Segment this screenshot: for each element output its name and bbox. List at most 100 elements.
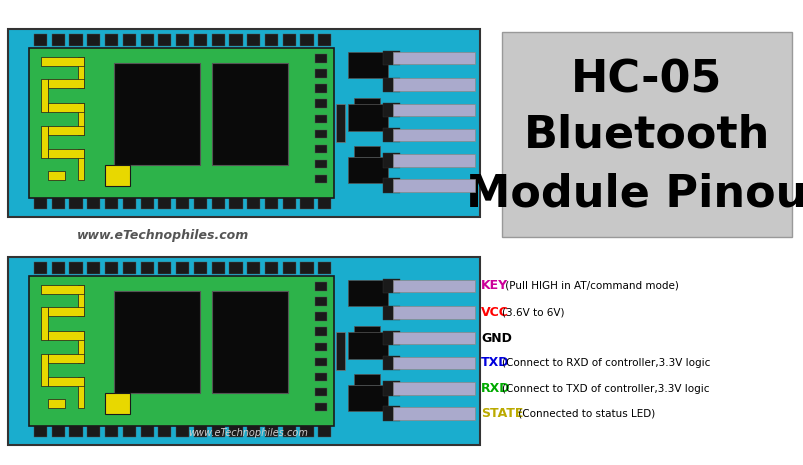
Bar <box>105 393 129 414</box>
Bar <box>141 425 153 438</box>
Bar <box>78 285 84 316</box>
Bar <box>69 262 83 274</box>
Bar <box>315 403 326 411</box>
Text: (3.6V to 6V): (3.6V to 6V) <box>501 308 564 318</box>
Bar <box>383 406 399 420</box>
Bar <box>392 382 475 395</box>
Bar <box>88 425 100 438</box>
Text: VCC: VCC <box>481 306 508 319</box>
Bar <box>315 343 326 351</box>
Text: TXD: TXD <box>481 356 509 369</box>
Bar <box>42 354 47 385</box>
Bar <box>348 157 388 183</box>
Bar <box>300 262 313 274</box>
Bar <box>105 197 118 209</box>
Bar <box>247 425 260 438</box>
Bar <box>348 332 388 359</box>
Text: Bluetooth: Bluetooth <box>524 113 769 157</box>
Bar <box>383 356 399 370</box>
Bar <box>336 104 344 142</box>
Bar <box>353 326 380 336</box>
Bar <box>318 262 331 274</box>
Bar <box>264 197 278 209</box>
Bar <box>211 262 225 274</box>
Bar <box>282 262 296 274</box>
Bar <box>34 33 47 46</box>
Bar <box>88 33 100 46</box>
Bar <box>315 159 326 168</box>
Bar <box>383 103 399 117</box>
Text: (Connected to status LED): (Connected to status LED) <box>515 409 654 418</box>
Bar <box>315 54 326 63</box>
Bar <box>300 425 313 438</box>
Bar <box>315 114 326 123</box>
Bar <box>315 358 326 366</box>
Bar <box>42 126 47 158</box>
Bar <box>69 33 83 46</box>
Bar <box>392 52 475 64</box>
Bar <box>78 332 84 363</box>
Bar <box>69 197 83 209</box>
Bar <box>8 257 479 445</box>
Bar <box>383 179 399 193</box>
Bar <box>194 425 206 438</box>
Bar <box>392 407 475 419</box>
Bar <box>51 33 65 46</box>
Bar <box>88 262 100 274</box>
Bar <box>123 425 136 438</box>
Bar <box>383 279 399 293</box>
Bar <box>34 197 47 209</box>
Text: Module Pinout: Module Pinout <box>465 173 803 215</box>
Bar <box>392 306 475 319</box>
Bar <box>123 262 136 274</box>
Bar <box>315 282 326 291</box>
Bar <box>88 197 100 209</box>
Text: www.eTechnophiles.com: www.eTechnophiles.com <box>77 228 249 241</box>
Bar <box>47 354 84 363</box>
Bar <box>315 100 326 108</box>
Bar <box>229 425 243 438</box>
Bar <box>211 33 225 46</box>
Bar <box>383 51 399 65</box>
Bar <box>353 98 380 108</box>
Bar <box>348 279 388 306</box>
Bar <box>34 262 47 274</box>
Bar <box>212 291 287 393</box>
Bar <box>392 154 475 166</box>
Bar <box>105 262 118 274</box>
Bar <box>78 149 84 180</box>
Bar <box>392 179 475 192</box>
Bar <box>348 52 388 78</box>
Text: STATE: STATE <box>481 407 523 420</box>
Bar <box>383 153 399 167</box>
Text: RXD: RXD <box>481 382 510 395</box>
Bar <box>315 69 326 78</box>
Bar <box>51 197 65 209</box>
Text: (Connect to RXD of controller,3.3V logic: (Connect to RXD of controller,3.3V logic <box>501 358 709 368</box>
Text: www.eTechnophiles.com: www.eTechnophiles.com <box>188 428 308 438</box>
Bar <box>34 425 47 438</box>
Bar <box>194 197 206 209</box>
Bar <box>229 33 243 46</box>
Bar <box>383 331 399 345</box>
Bar <box>383 306 399 319</box>
Bar <box>42 57 84 66</box>
Bar <box>78 377 84 408</box>
Bar <box>42 80 47 113</box>
Text: HC-05: HC-05 <box>571 59 722 101</box>
Bar <box>42 307 47 340</box>
Bar <box>282 197 296 209</box>
Bar <box>315 85 326 93</box>
Text: (Connect to TXD of controller,3.3V logic: (Connect to TXD of controller,3.3V logic <box>501 384 708 393</box>
Bar <box>392 357 475 369</box>
Bar <box>315 145 326 153</box>
Bar <box>229 197 243 209</box>
Bar <box>176 262 189 274</box>
Bar <box>264 425 278 438</box>
Bar <box>51 262 65 274</box>
Bar <box>501 32 791 237</box>
Bar <box>315 327 326 336</box>
Bar <box>300 197 313 209</box>
Bar <box>29 276 333 426</box>
Bar <box>78 57 84 88</box>
